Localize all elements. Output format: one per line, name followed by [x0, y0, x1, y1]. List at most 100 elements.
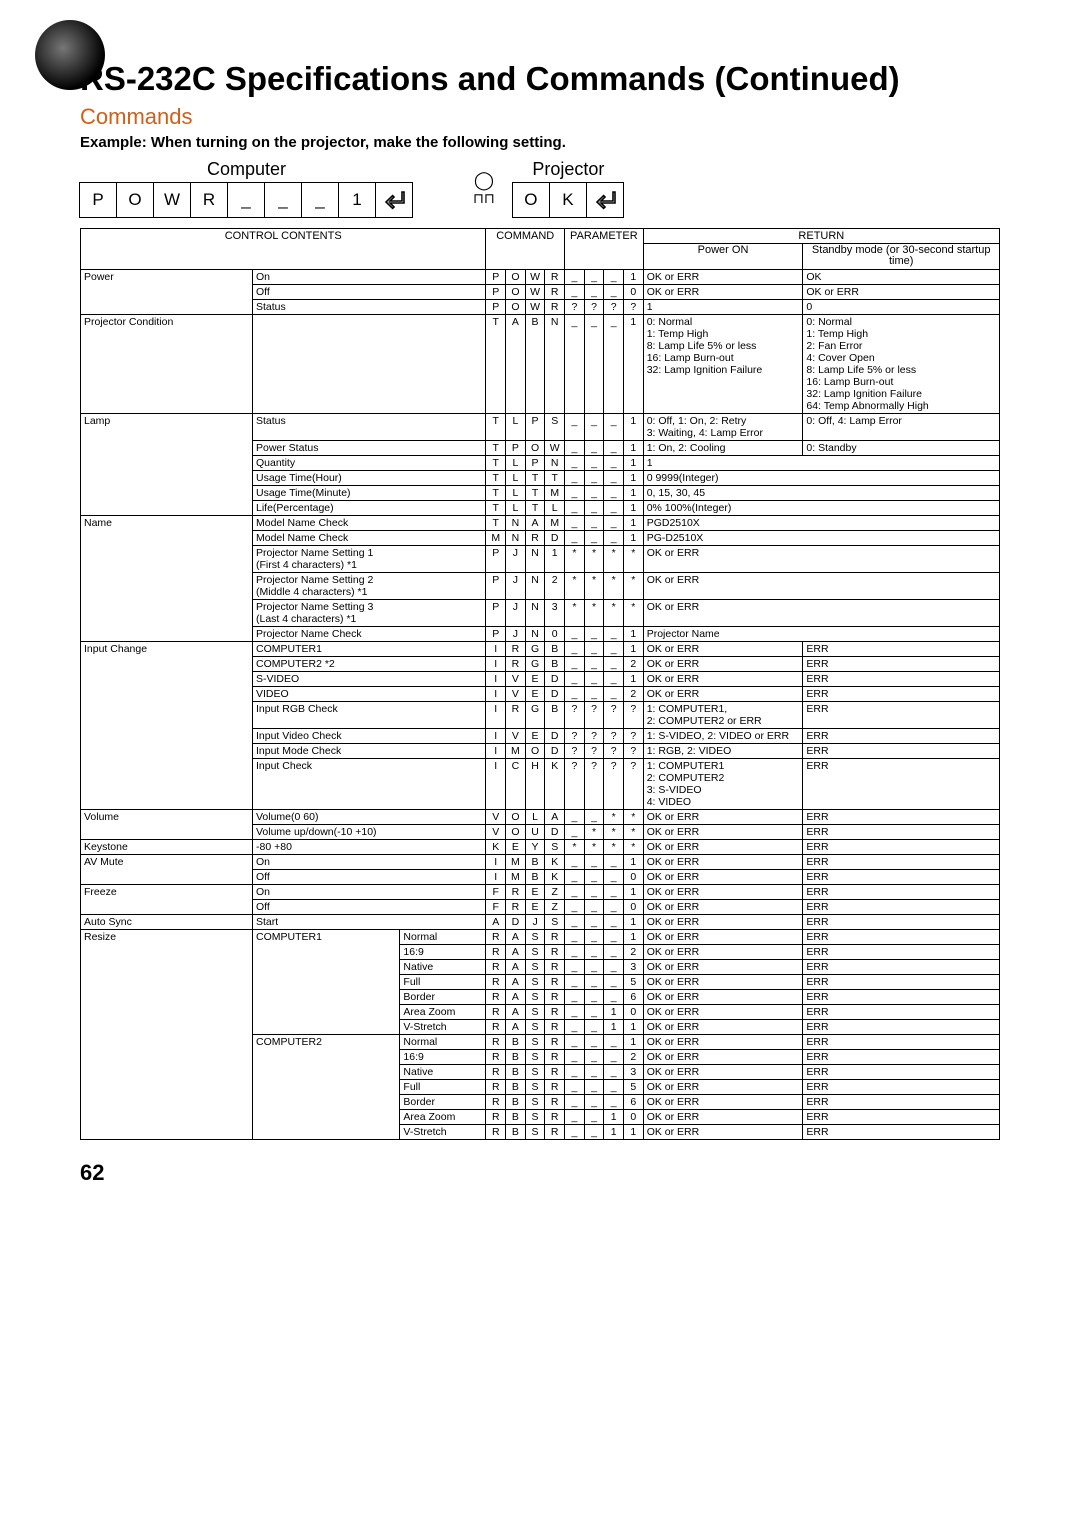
cell-cmd-char: * — [565, 840, 585, 855]
cell-cmd-char: D — [545, 744, 565, 759]
cell-cmd-char: * — [565, 600, 585, 627]
cell-cmd-char: 1 — [624, 885, 644, 900]
cell-cmd-char: N — [545, 456, 565, 471]
cell-cmd-char: _ — [604, 486, 624, 501]
table-row: VolumeVolume(0 60)VOLA__**OK or ERRERR — [81, 810, 1000, 825]
cell-cmd-char: 1 — [624, 486, 644, 501]
cell-return-standby: ERR — [803, 759, 1000, 810]
cell-cmd-char: * — [604, 825, 624, 840]
cell-cmd-char: 1 — [624, 516, 644, 531]
seq-cell: O — [116, 182, 154, 218]
cell-cmd-char: _ — [565, 900, 585, 915]
section-heading: Commands — [80, 104, 1000, 130]
cell-cmd-char: * — [565, 573, 585, 600]
cell-cmd-char: R — [486, 1125, 506, 1140]
cell-cmd-char: O — [506, 825, 526, 840]
cell-group: Name — [81, 516, 253, 642]
cell-cmd-char: 1 — [624, 855, 644, 870]
cell-cmd-char: A — [506, 315, 526, 414]
projector-icon: ◯ ⊓⊓ — [473, 171, 495, 206]
cell-cmd-char: 3 — [545, 600, 565, 627]
cell-cmd-char: A — [506, 975, 526, 990]
cell-return-on: OK or ERR — [643, 657, 803, 672]
cell-cmd-char: * — [604, 600, 624, 627]
example-line: Example: When turning on the projector, … — [80, 134, 1000, 151]
cell-return-on: 1: COMPUTER1 2: COMPUTER2 3: S-VIDEO 4: … — [643, 759, 803, 810]
cell-cmd-char: _ — [565, 870, 585, 885]
cell-return-standby: ERR — [803, 975, 1000, 990]
cell-return-standby: ERR — [803, 687, 1000, 702]
cell-return-standby: 0: Normal 1: Temp High 2: Fan Error 4: C… — [803, 315, 1000, 414]
cell-cmd-char: _ — [584, 315, 604, 414]
cell-cmd-char: * — [584, 840, 604, 855]
cell-cmd-char: ? — [624, 702, 644, 729]
cell-cmd-char: _ — [584, 285, 604, 300]
computer-sequence: POWR___1 — [80, 182, 413, 218]
cell-cmd-char: S — [525, 1005, 545, 1020]
cell-control: Projector Name Setting 1 (First 4 charac… — [253, 546, 486, 573]
cell-cmd-char: 5 — [624, 975, 644, 990]
cell-cmd-char: _ — [584, 657, 604, 672]
cell-cmd-char: B — [506, 1035, 526, 1050]
cell-cmd-char: 1 — [624, 1035, 644, 1050]
cell-control: Input RGB Check — [253, 702, 486, 729]
cell-cmd-char: _ — [565, 414, 585, 441]
cell-cmd-char: 3 — [624, 1065, 644, 1080]
cell-return-standby: 0: Standby — [803, 441, 1000, 456]
cell-cmd-char: R — [525, 531, 545, 546]
cell-cmd-char: _ — [604, 1080, 624, 1095]
cell-cmd-char: A — [506, 930, 526, 945]
cell-cmd-char: S — [525, 990, 545, 1005]
cell-cmd-char: _ — [565, 1005, 585, 1020]
cell-cmd-char: _ — [565, 855, 585, 870]
th-return: RETURN — [643, 228, 999, 243]
cell-cmd-char: D — [545, 531, 565, 546]
cell-cmd-char: * — [604, 546, 624, 573]
cell-cmd-char: R — [545, 1065, 565, 1080]
cell-cmd-char: B — [525, 870, 545, 885]
cell-cmd-char: _ — [604, 441, 624, 456]
cell-cmd-char: _ — [565, 315, 585, 414]
cell-sub: Area Zoom — [400, 1110, 486, 1125]
cell-control: On — [253, 855, 486, 870]
cell-group: Freeze — [81, 885, 253, 915]
cell-cmd-char: T — [486, 441, 506, 456]
cell-cmd-char: R — [486, 1005, 506, 1020]
cell-group: Resize — [81, 930, 253, 1140]
cell-cmd-char: 1 — [624, 930, 644, 945]
cell-cmd-char: _ — [565, 810, 585, 825]
cell-cmd-char: R — [486, 1095, 506, 1110]
cell-return-on: 1: COMPUTER1, 2: COMPUTER2 or ERR — [643, 702, 803, 729]
cell-return-standby: ERR — [803, 885, 1000, 900]
cell-return-on: OK or ERR — [643, 885, 803, 900]
cell-cmd-char: * — [624, 810, 644, 825]
cell-cmd-char: _ — [565, 1080, 585, 1095]
cell-cmd-char: S — [525, 930, 545, 945]
cell-cmd-char: E — [525, 900, 545, 915]
cell-cmd-char: E — [525, 687, 545, 702]
cell-cmd-char: 1 — [604, 1125, 624, 1140]
cell-cmd-char: _ — [604, 516, 624, 531]
cell-return: 0 9999(Integer) — [643, 471, 999, 486]
cell-return-standby: ERR — [803, 1110, 1000, 1125]
cell-cmd-char: Z — [545, 900, 565, 915]
cell-cmd-char: _ — [565, 1095, 585, 1110]
cell-cmd-char: K — [486, 840, 506, 855]
cell-group: Power — [81, 270, 253, 315]
cell-cmd-char: 1 — [624, 414, 644, 441]
table-row: ResizeCOMPUTER1NormalRASR___1OK or ERRER… — [81, 930, 1000, 945]
cell-cmd-char: R — [545, 1095, 565, 1110]
cell-cmd-char: R — [486, 1110, 506, 1125]
cell-cmd-char: _ — [584, 1125, 604, 1140]
cell-cmd-char: _ — [565, 975, 585, 990]
cell-cmd-char: 1 — [624, 642, 644, 657]
cell-cmd-char: _ — [604, 915, 624, 930]
projector-sequence: OK — [513, 182, 624, 218]
cell-cmd-char: I — [486, 744, 506, 759]
cell-cmd-char: _ — [604, 285, 624, 300]
cell-cmd-char: J — [525, 915, 545, 930]
cell-cmd-char: M — [506, 744, 526, 759]
cell-cmd-char: P — [486, 627, 506, 642]
cell-return-on: OK or ERR — [643, 672, 803, 687]
cell-cmd-char: ? — [584, 759, 604, 810]
